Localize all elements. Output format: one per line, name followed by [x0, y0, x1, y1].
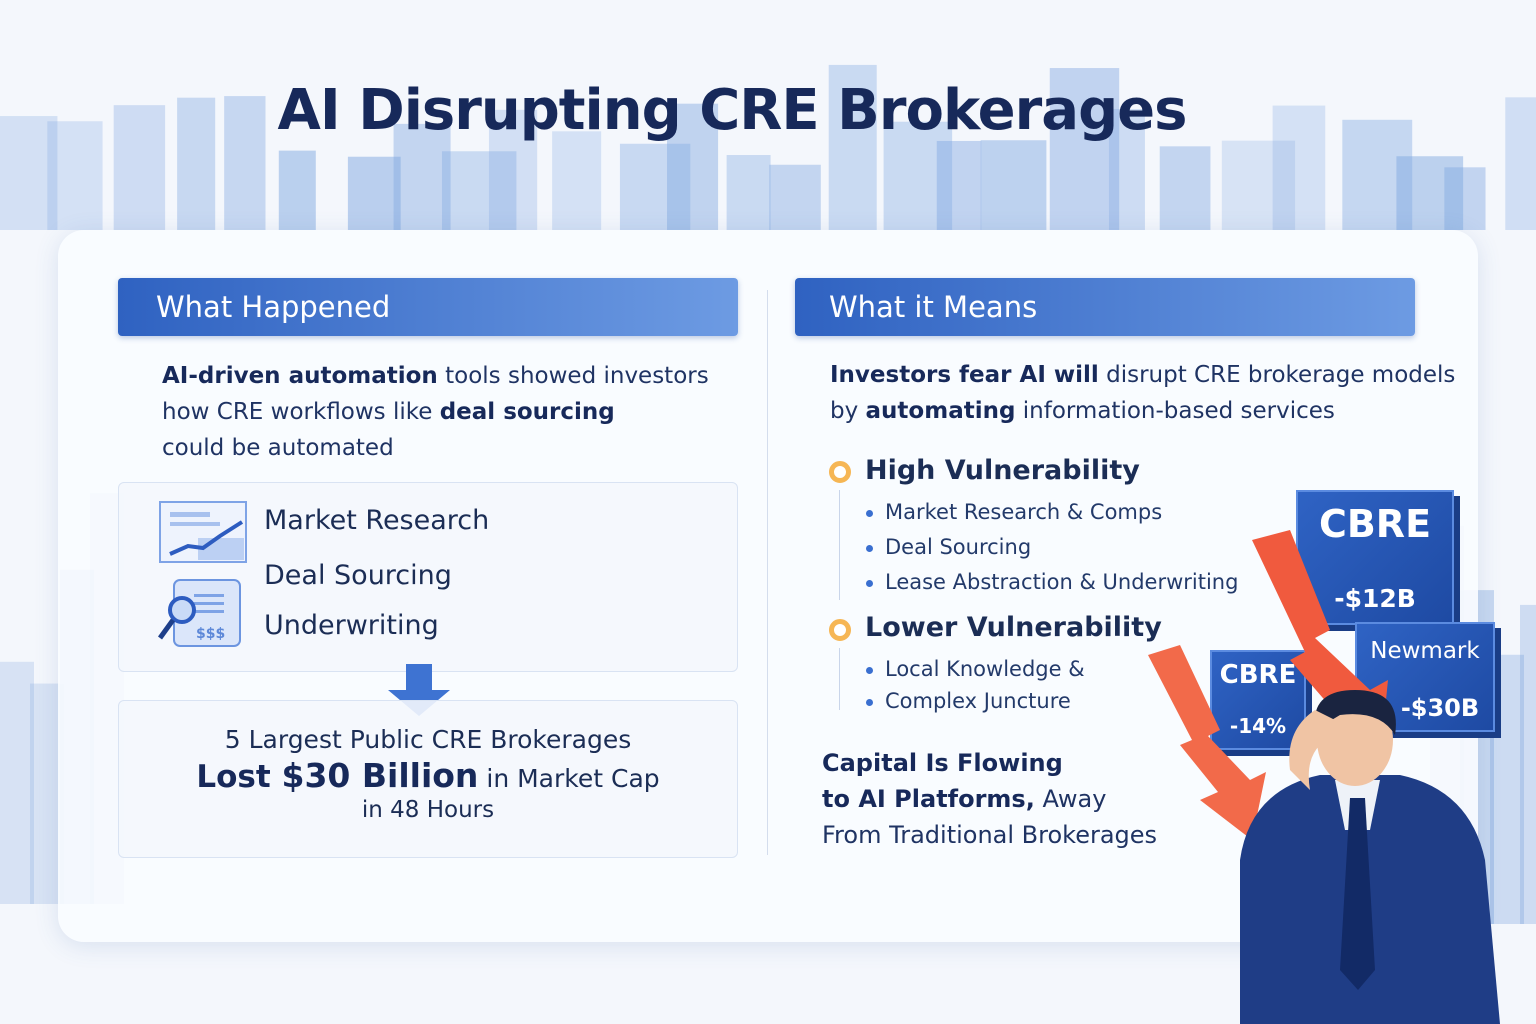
building — [883, 121, 953, 230]
building — [347, 156, 401, 230]
list-item: Complex Juncture — [866, 689, 1071, 713]
building — [1159, 146, 1211, 230]
building — [393, 123, 451, 230]
building — [619, 143, 691, 230]
building — [552, 131, 602, 230]
building — [177, 97, 216, 230]
stressed-businessman — [1240, 690, 1500, 1024]
building — [936, 140, 982, 230]
list-item: Market Research & Comps — [866, 500, 1162, 524]
building — [828, 64, 877, 230]
magnifier-document-icon: $$$ — [158, 579, 241, 647]
building — [1520, 604, 1536, 924]
svg-text:$$$: $$$ — [196, 626, 225, 642]
lower-vulnerability-marker-icon — [829, 619, 851, 641]
red-arrow-down-icon — [1148, 645, 1266, 840]
building — [1490, 654, 1524, 924]
building — [47, 121, 103, 230]
building — [488, 109, 538, 230]
building — [667, 103, 719, 230]
high-vulnerability-marker-icon — [829, 461, 851, 483]
building — [1444, 167, 1486, 230]
building — [1505, 97, 1536, 231]
result-line2: Lost $30 Billion in Market Cap — [196, 756, 660, 795]
chart-report-icon: $$$ — [158, 501, 247, 647]
high-vulnerability-heading: High Vulnerability — [865, 455, 1140, 486]
building — [1221, 140, 1296, 230]
building — [1272, 105, 1326, 230]
building — [1396, 156, 1464, 230]
stock-sign: CBRE -14% — [1210, 650, 1306, 750]
building — [980, 140, 1047, 230]
result-line1: 5 Largest Public CRE Brokerages — [224, 725, 632, 754]
page-title: AI Disrupting CRE Brokerages — [277, 78, 1188, 143]
what-it-means-header: What it Means — [795, 278, 1415, 336]
list-item: Local Knowledge & — [866, 657, 1085, 681]
building — [1049, 68, 1120, 230]
building — [1342, 119, 1413, 230]
list-item: Deal Sourcing — [866, 535, 1031, 559]
capital-flow-text: Capital Is Flowing to AI Platforms, Away F… — [822, 749, 1158, 849]
list-item: Lease Abstraction & Underwriting — [866, 570, 1238, 594]
what-happened-intro: AI-driven automation tools showed invest… — [162, 363, 709, 461]
building — [726, 155, 771, 230]
building — [1108, 109, 1145, 230]
building — [0, 116, 58, 230]
workflow-item: Underwriting — [264, 610, 439, 641]
building — [224, 96, 266, 230]
column-divider — [767, 290, 768, 855]
what-it-means-intro: Investors fear AI will disrupt CRE broke… — [830, 362, 1456, 424]
building — [769, 164, 821, 230]
result-line3: in 48 Hours — [361, 797, 495, 823]
building — [0, 661, 34, 904]
result-box: 5 Largest Public CRE Brokerages Lost $30… — [118, 700, 738, 858]
building — [278, 150, 316, 230]
falling-stocks-illustration — [1148, 530, 1500, 1024]
what-happened-header: What Happened — [118, 278, 738, 336]
building — [441, 151, 517, 230]
workflow-item: Market Research — [264, 505, 490, 536]
building — [113, 105, 166, 230]
workflow-item: Deal Sourcing — [264, 560, 452, 591]
lower-vulnerability-heading: Lower Vulnerability — [865, 612, 1162, 643]
